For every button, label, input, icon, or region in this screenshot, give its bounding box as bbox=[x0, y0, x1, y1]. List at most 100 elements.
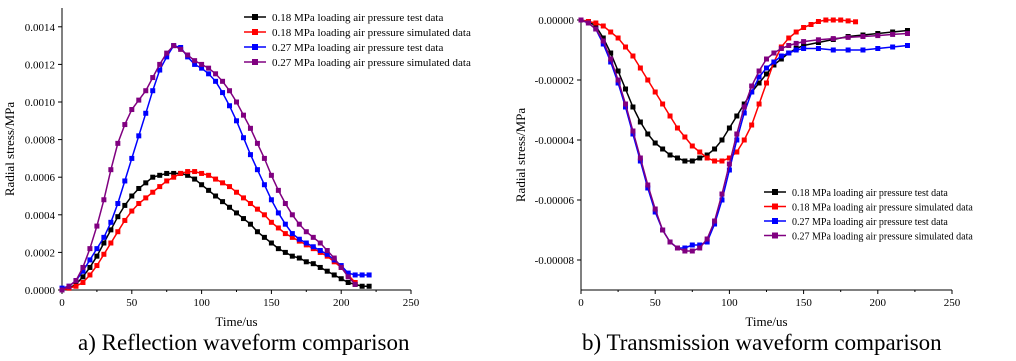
data-point bbox=[178, 170, 184, 176]
data-point bbox=[660, 101, 666, 107]
data-point bbox=[136, 97, 142, 103]
data-point bbox=[615, 77, 621, 83]
data-point bbox=[719, 158, 725, 164]
data-point bbox=[317, 264, 323, 270]
data-point bbox=[704, 152, 710, 158]
legend-swatch-marker bbox=[772, 203, 778, 210]
data-point bbox=[608, 59, 614, 65]
data-point bbox=[94, 263, 100, 269]
data-point bbox=[261, 212, 267, 218]
data-point bbox=[324, 248, 330, 254]
data-point bbox=[674, 155, 680, 161]
legend-swatch-marker bbox=[252, 29, 258, 35]
data-point bbox=[275, 210, 281, 216]
data-point bbox=[80, 268, 86, 274]
legend: 0.18 MPa loading air pressure test data 0… bbox=[764, 188, 973, 243]
y-tick-label: -0.00002 bbox=[535, 75, 574, 87]
data-point bbox=[808, 22, 814, 27]
data-point bbox=[682, 134, 688, 140]
transmission-chart: 0 50 100 150 200 250 0.00000 -0.00002 -0.00004 -0… bbox=[513, 15, 973, 329]
reflection-chart-panel: 0 50 100 150 200 250 0.0000 0.0002 0.0004 0.0006 0… bbox=[0, 0, 471, 361]
data-point bbox=[815, 40, 821, 45]
legend-swatch-marker bbox=[772, 189, 778, 195]
data-point bbox=[289, 253, 295, 259]
legend-swatch-marker bbox=[772, 218, 778, 224]
data-point bbox=[875, 33, 881, 39]
data-point bbox=[164, 50, 170, 56]
y-axis-label: Radial stress/MPa bbox=[513, 108, 528, 202]
y-tick-label: -0.00004 bbox=[535, 135, 575, 147]
data-point bbox=[764, 65, 769, 71]
data-point bbox=[726, 161, 732, 167]
data-point bbox=[213, 176, 219, 182]
data-point bbox=[282, 231, 288, 237]
data-point bbox=[359, 272, 365, 278]
data-point bbox=[352, 281, 358, 287]
data-point bbox=[786, 50, 792, 56]
data-point bbox=[157, 184, 163, 190]
data-point bbox=[199, 182, 205, 188]
y-tick-label: 0.0006 bbox=[25, 172, 56, 184]
data-point bbox=[593, 20, 599, 26]
data-point bbox=[129, 193, 135, 199]
data-point bbox=[830, 17, 836, 23]
data-point bbox=[220, 90, 226, 96]
data-point bbox=[667, 239, 673, 245]
y-tick-label: 0.0002 bbox=[25, 247, 55, 259]
data-point bbox=[157, 172, 163, 178]
data-point bbox=[136, 133, 142, 139]
data-point bbox=[282, 201, 288, 207]
x-axis-label: Time/us bbox=[215, 314, 257, 329]
legend-entry-label: 0.27 MPa loading air pressure test data bbox=[792, 217, 948, 228]
data-point bbox=[645, 185, 651, 191]
data-point bbox=[660, 227, 666, 233]
data-point bbox=[637, 158, 643, 164]
y-tick-label: 0.0014 bbox=[25, 22, 56, 34]
y-tick-label: 0.0010 bbox=[25, 97, 56, 109]
data-point bbox=[719, 137, 725, 143]
data-point bbox=[904, 28, 910, 33]
data-point bbox=[157, 67, 163, 73]
y-tick-label: -0.00006 bbox=[535, 195, 575, 207]
reflection-chart-caption: a) Reflection waveform comparison bbox=[78, 330, 410, 355]
data-point bbox=[741, 137, 747, 143]
series-line bbox=[580, 19, 908, 252]
data-point bbox=[600, 41, 606, 47]
data-point bbox=[615, 80, 621, 86]
data-point bbox=[793, 47, 799, 53]
data-point bbox=[734, 149, 740, 155]
data-point bbox=[801, 25, 807, 30]
data-point bbox=[247, 201, 253, 207]
data-point bbox=[185, 52, 191, 58]
data-point bbox=[87, 246, 93, 252]
data-point bbox=[227, 184, 233, 190]
data-point bbox=[129, 208, 135, 214]
data-point bbox=[303, 240, 309, 246]
data-point bbox=[94, 253, 100, 259]
series-line bbox=[580, 19, 856, 162]
data-point bbox=[652, 206, 658, 212]
data-point bbox=[268, 240, 274, 246]
data-point bbox=[345, 270, 351, 276]
data-point bbox=[793, 29, 799, 35]
legend-entry-label: 0.18 MPa loading air pressure test data bbox=[792, 188, 948, 199]
data-point bbox=[890, 44, 896, 50]
x-tick-label: 0 bbox=[578, 297, 584, 309]
data-point bbox=[115, 140, 121, 146]
data-point bbox=[115, 229, 121, 235]
data-point bbox=[674, 125, 680, 131]
data-point bbox=[101, 234, 107, 240]
data-point bbox=[815, 46, 821, 51]
data-point bbox=[220, 180, 226, 186]
data-point bbox=[310, 244, 316, 250]
data-point bbox=[689, 158, 695, 164]
series-3 bbox=[578, 17, 910, 251]
data-point bbox=[164, 54, 170, 60]
data-point bbox=[637, 65, 643, 71]
legend-swatch-marker bbox=[772, 232, 778, 239]
data-point bbox=[73, 283, 79, 289]
data-point bbox=[801, 46, 807, 51]
data-point bbox=[268, 197, 274, 203]
data-point bbox=[689, 242, 695, 248]
data-point bbox=[719, 191, 725, 197]
